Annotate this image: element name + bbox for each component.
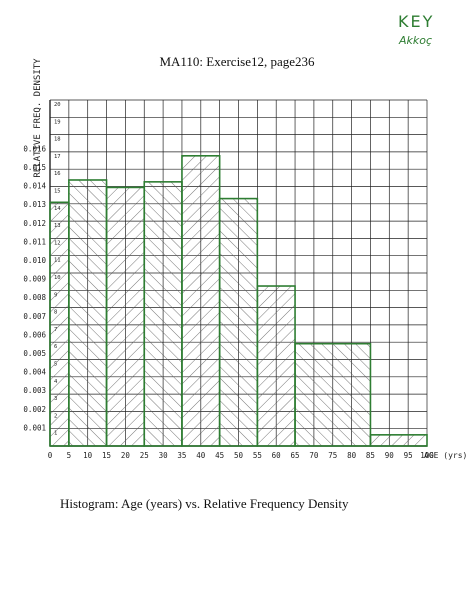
y-tick-label: 0.007 <box>23 312 46 321</box>
x-tick-label: 55 <box>253 451 262 460</box>
y-tick-label: 0.012 <box>23 219 46 228</box>
grid-row-number: 20 <box>54 102 61 108</box>
key-annotation: KEY <box>398 12 435 31</box>
y-tick-label: 0.016 <box>23 144 46 153</box>
x-tick-label: 0 <box>48 451 53 460</box>
y-tick-label: 0.009 <box>23 275 46 284</box>
x-tick-label: 95 <box>404 451 413 460</box>
histogram-bar <box>105 186 146 447</box>
histogram-bar <box>49 201 70 447</box>
histogram-bar <box>68 179 108 447</box>
x-tick-label: 60 <box>272 451 282 460</box>
x-tick-label: 40 <box>196 451 206 460</box>
x-tick-label: 25 <box>140 451 149 460</box>
grid-row-number: 18 <box>54 137 61 143</box>
y-tick-label: 0.008 <box>23 293 46 302</box>
histogram-bar <box>218 197 259 447</box>
axis-ticks: 0 5 10 15 20 25 30 35 40 45 50 55 60 65 70 75 80 85 90 95 10… <box>23 144 434 460</box>
histogram-bar <box>181 155 221 447</box>
x-tick-label: 90 <box>385 451 395 460</box>
y-tick-label: 0.013 <box>23 200 46 209</box>
x-tick-label: 20 <box>121 451 131 460</box>
grid-row-number: 16 <box>54 171 61 177</box>
y-tick-label: 0.011 <box>23 237 46 246</box>
histogram-bar <box>294 342 372 447</box>
y-tick-label: 0.002 <box>23 405 46 414</box>
x-tick-label: 50 <box>234 451 244 460</box>
x-tick-label: 35 <box>177 451 186 460</box>
x-axis-label: AGE (yrs) <box>424 451 467 460</box>
x-tick-label: 70 <box>309 451 319 460</box>
y-tick-label: 0.001 <box>23 423 46 432</box>
x-tick-label: 80 <box>347 451 357 460</box>
grid-row-number: 17 <box>54 154 61 160</box>
y-axis-label: RELATIVE FREQ. DENSITY <box>33 58 43 178</box>
y-tick-label: 0.010 <box>23 256 46 265</box>
histogram-bar <box>256 285 296 447</box>
x-tick-label: 75 <box>328 451 337 460</box>
y-tick-label: 0.004 <box>23 368 46 377</box>
author-annotation: Akkoç <box>399 34 433 47</box>
x-tick-label: 15 <box>102 451 111 460</box>
y-tick-label: 0.003 <box>23 386 46 395</box>
x-tick-label: 45 <box>215 451 224 460</box>
y-tick-label: 0.015 <box>23 163 46 172</box>
y-tick-label: 0.006 <box>23 330 46 339</box>
x-tick-label: 100 <box>420 451 434 460</box>
x-tick-label: 10 <box>83 451 93 460</box>
y-tick-label: 0.005 <box>23 349 46 358</box>
histogram-bar <box>369 434 428 447</box>
grid-row-number: 15 <box>54 189 61 195</box>
x-tick-label: 30 <box>159 451 169 460</box>
histogram-bar <box>143 181 183 447</box>
grid-row-number: 19 <box>54 119 61 125</box>
histogram-bars <box>49 155 428 447</box>
page-title: MA110: Exercise12, page236 <box>159 54 315 69</box>
y-tick-label: 0.014 <box>23 182 46 191</box>
x-tick-label: 65 <box>291 451 300 460</box>
x-tick-label: 85 <box>366 451 375 460</box>
chart-caption: Histogram: Age (years) vs. Relative Freq… <box>60 496 349 511</box>
x-tick-label: 5 <box>67 451 72 460</box>
